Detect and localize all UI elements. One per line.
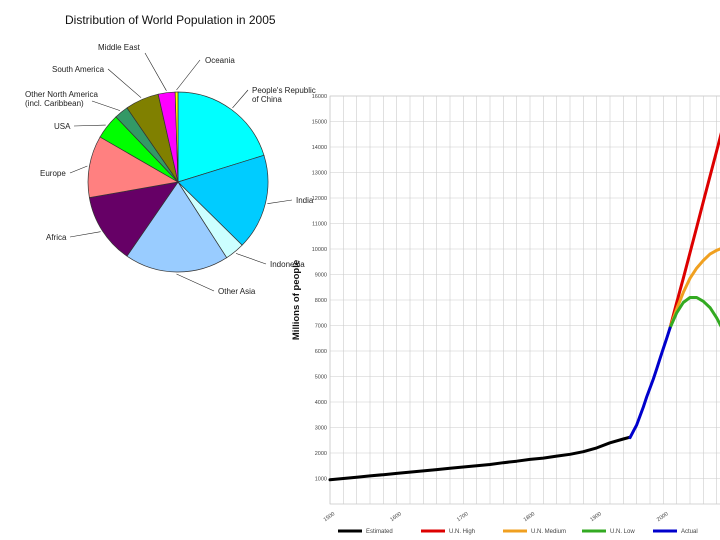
x-tick-label-1600: 1600 bbox=[389, 511, 402, 523]
x-tick-label-1800: 1800 bbox=[523, 511, 536, 523]
y-tick-label-5000: 5000 bbox=[315, 375, 327, 381]
line-tick-labels: 1000 2000 3000 4000 5000 6000 7000 8000 9000 1000… bbox=[312, 94, 670, 523]
pie-leader-other-asia bbox=[176, 273, 215, 292]
pie-slice-india bbox=[177, 154, 269, 246]
pie-slice-africa bbox=[88, 181, 179, 257]
y-tick-label-8000: 8000 bbox=[315, 298, 327, 304]
legend-label-u-n-medium: U.N. Medium bbox=[531, 529, 566, 535]
series-line-u-n-medium bbox=[668, 247, 720, 330]
y-tick-label-16000: 16000 bbox=[312, 94, 327, 100]
series-line-u-n-low bbox=[668, 296, 720, 330]
series-line-actual bbox=[628, 326, 672, 440]
x-tick-label-1900: 1900 bbox=[589, 511, 602, 523]
y-tick-label-15000: 15000 bbox=[312, 120, 327, 126]
pie-slice-people-s-republic-of-china bbox=[177, 91, 265, 183]
pie-leader-people-s-republic-of-china bbox=[232, 89, 249, 109]
y-tick-label-7000: 7000 bbox=[315, 324, 327, 330]
y-tick-label-2000: 2000 bbox=[315, 451, 327, 457]
pie-label-south-america: South America bbox=[52, 65, 105, 74]
pie-leader-indonesia bbox=[235, 253, 267, 265]
pie-label-other-north-america-incl-caribbean: Other North America (incl. Caribbean) bbox=[25, 90, 98, 108]
pie-label-oceania: Oceania bbox=[205, 56, 235, 65]
y-tick-label-9000: 9000 bbox=[315, 273, 327, 279]
pie-label-usa: USA bbox=[54, 122, 71, 131]
pie-chart: People's Republic of China India Indonesia O… bbox=[25, 43, 316, 296]
pie-label-other-asia: Other Asia bbox=[218, 287, 256, 296]
legend-label-actual: Actual bbox=[681, 529, 698, 535]
y-tick-label-6000: 6000 bbox=[315, 349, 327, 355]
line-gridlines bbox=[329, 95, 720, 504]
line-legend: Estimated U.N. High U.N. Medium U.N. Low Act… bbox=[338, 529, 698, 535]
y-tick-label-3000: 3000 bbox=[315, 426, 327, 432]
x-tick-label-1500: 1500 bbox=[323, 511, 336, 523]
line-series bbox=[328, 132, 720, 482]
x-tick-label-2000: 2000 bbox=[656, 511, 669, 523]
pie-leader-south-america bbox=[107, 68, 142, 98]
pie-slice-other-asia bbox=[126, 181, 228, 273]
y-tick-label-10000: 10000 bbox=[312, 247, 327, 253]
series-line-u-n-high bbox=[668, 132, 720, 330]
y-tick-label-13000: 13000 bbox=[312, 171, 327, 177]
y-tick-label-14000: 14000 bbox=[312, 145, 327, 151]
pie-leader-india bbox=[267, 199, 293, 204]
legend-label-estimated: Estimated bbox=[366, 529, 393, 535]
y-tick-label-11000: 11000 bbox=[312, 222, 327, 228]
legend-label-u-n-low: U.N. Low bbox=[610, 529, 635, 535]
series-line-estimated bbox=[328, 435, 632, 482]
pie-slice-oceania bbox=[174, 91, 179, 183]
y-tick-label-4000: 4000 bbox=[315, 400, 327, 406]
y-tick-label-12000: 12000 bbox=[312, 196, 327, 202]
x-tick-label-1700: 1700 bbox=[456, 511, 469, 523]
legend-label-u-n-high: U.N. High bbox=[449, 529, 475, 535]
pie-label-indonesia: Indonesia bbox=[270, 260, 305, 269]
pie-label-india: India bbox=[296, 196, 314, 205]
pie-leader-usa bbox=[73, 124, 106, 127]
pie-label-africa: Africa bbox=[46, 233, 67, 242]
pie-leader-africa bbox=[69, 231, 101, 238]
line-y-axis-label: Millions of people bbox=[291, 260, 302, 340]
pie-label-middle-east: Middle East bbox=[98, 43, 141, 52]
pie-leader-middle-east bbox=[144, 52, 167, 91]
pie-leader-europe bbox=[69, 165, 88, 174]
pie-leader-oceania bbox=[176, 59, 201, 91]
pie-title: Distribution of World Population in 2005 bbox=[65, 13, 276, 27]
pie-label-people-s-republic-of-china: People's Republic of China bbox=[252, 86, 316, 104]
pie-leader-other-north-america-incl-caribbean bbox=[91, 100, 121, 111]
pie-label-europe: Europe bbox=[40, 169, 66, 178]
y-tick-label-1000: 1000 bbox=[315, 477, 327, 483]
